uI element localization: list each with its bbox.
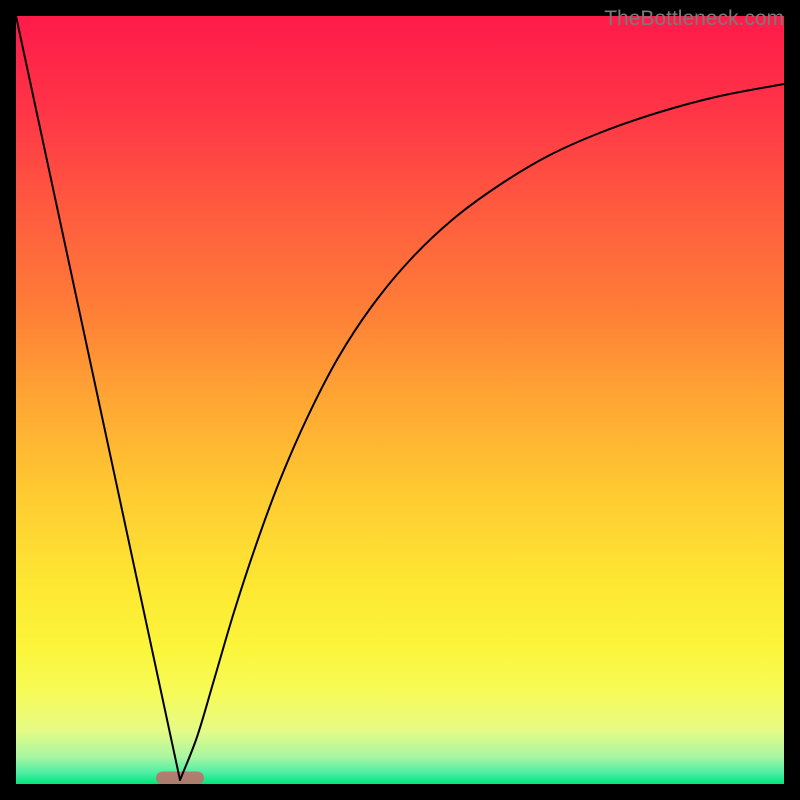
plot-background (16, 16, 784, 784)
chart-container: TheBottleneck.com (0, 0, 800, 800)
watermark-text: TheBottleneck.com (604, 7, 784, 30)
bottleneck-chart: TheBottleneck.com (0, 0, 800, 800)
